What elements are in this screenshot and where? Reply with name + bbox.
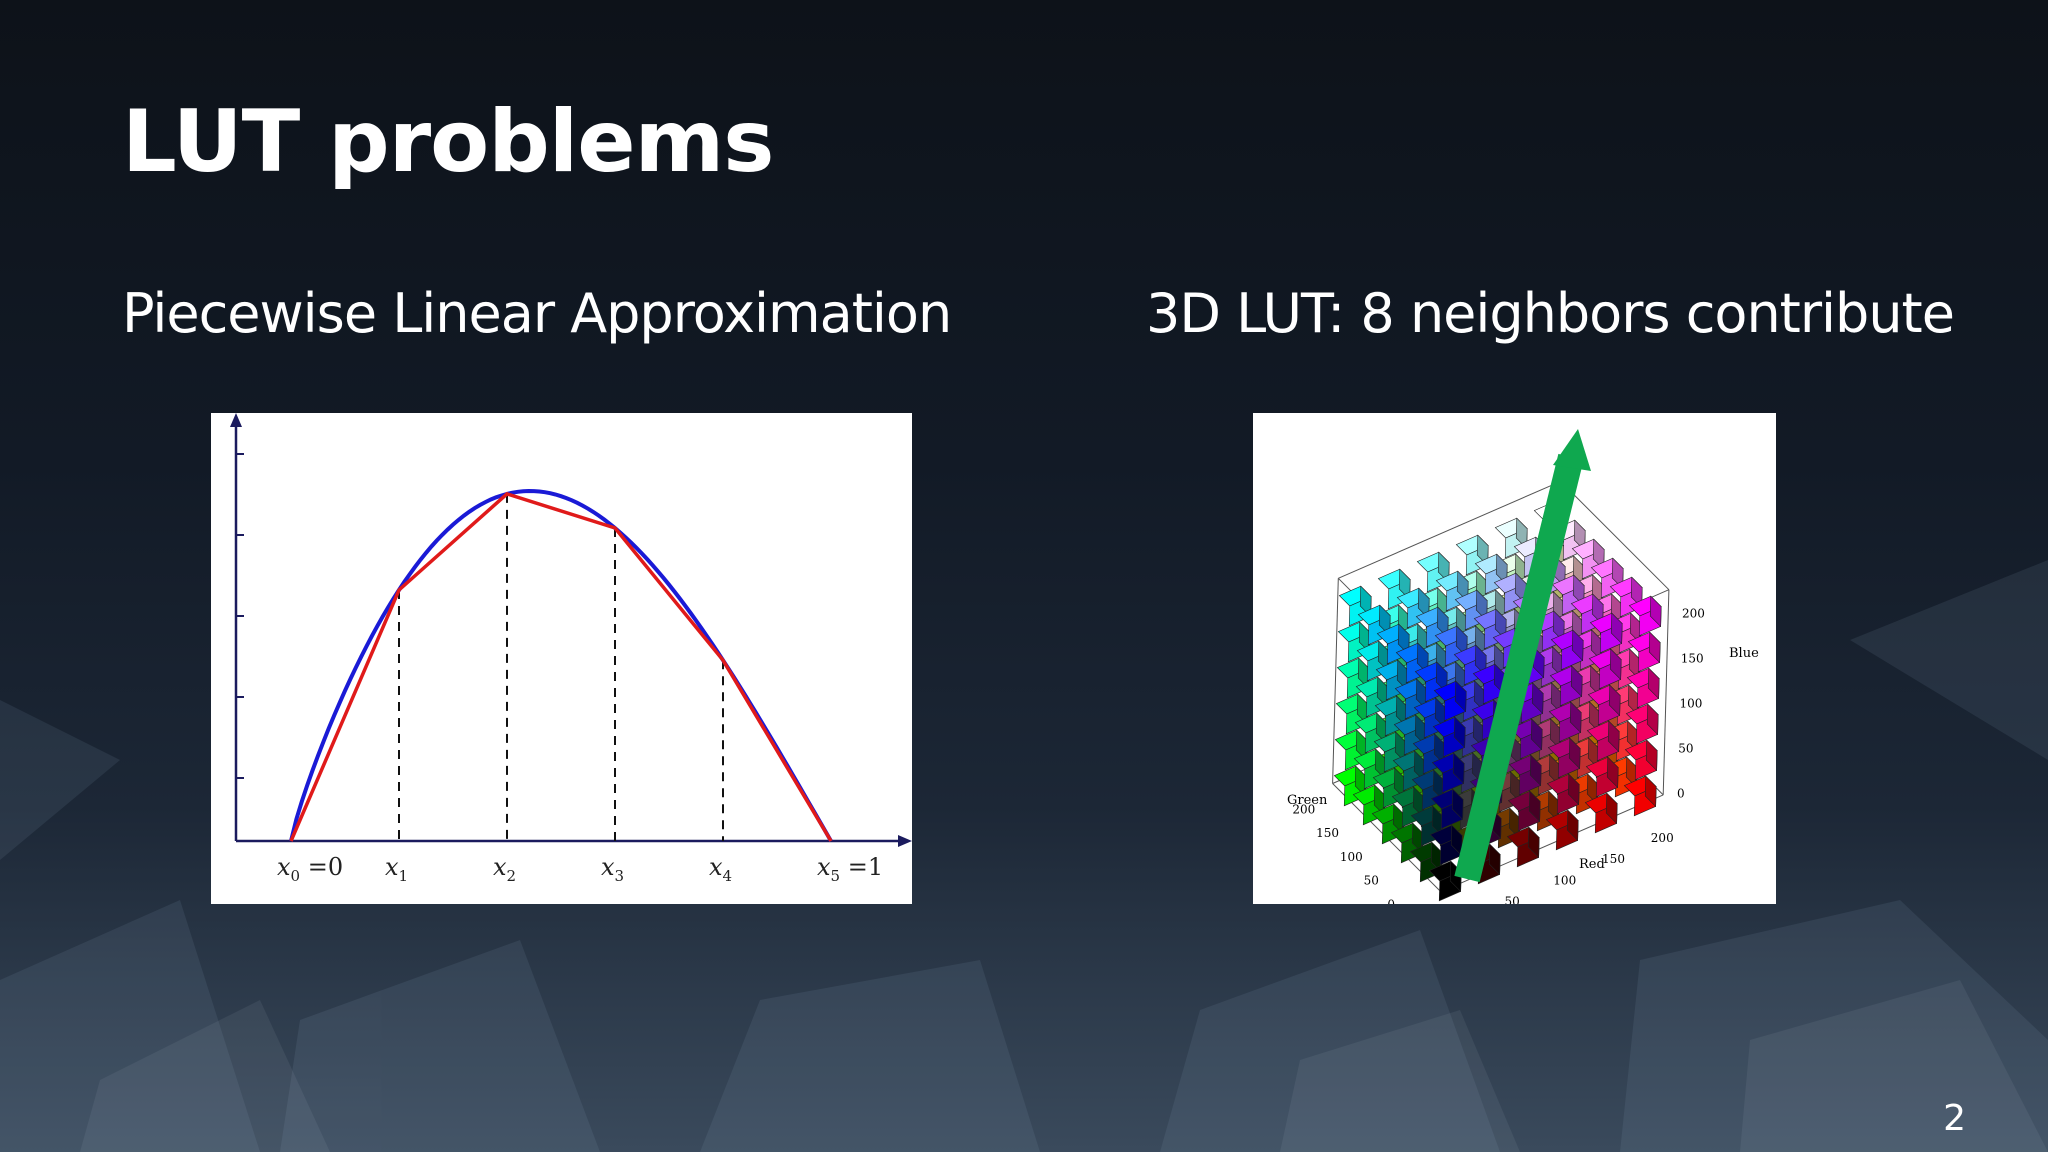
lut-cell bbox=[1508, 754, 1542, 796]
lut-cell bbox=[1587, 684, 1621, 726]
breakpoint-guides bbox=[398, 493, 724, 841]
lut-cell bbox=[1549, 665, 1583, 707]
green-tick-label: 100 bbox=[1340, 850, 1363, 864]
lut-cell bbox=[1623, 775, 1657, 817]
lut-cell bbox=[1394, 678, 1428, 720]
red-tick-label: 100 bbox=[1553, 873, 1576, 887]
cube-edge bbox=[1332, 578, 1339, 784]
lut-cell bbox=[1625, 703, 1659, 745]
green-tick-label: 0 bbox=[1387, 897, 1395, 904]
lut-cell bbox=[1433, 680, 1467, 722]
lut-cell bbox=[1352, 784, 1386, 826]
lut-cell bbox=[1374, 695, 1408, 737]
y-axis-arrow-icon bbox=[230, 413, 242, 427]
rgb-lut-cube: Blue Green Red 0501001502000501001502000… bbox=[1287, 429, 1759, 930]
x-tick-label-3: x3 bbox=[601, 853, 624, 885]
right-subtitle: 3D LUT: 8 neighbors contribute bbox=[1146, 282, 1955, 345]
green-axis-label: Green bbox=[1287, 793, 1328, 808]
lut-cell bbox=[1548, 701, 1582, 743]
cube-edge bbox=[1560, 481, 1670, 591]
lut-cell bbox=[1550, 629, 1584, 671]
cube-edge bbox=[1662, 589, 1670, 795]
blue-tick-label: 50 bbox=[1678, 741, 1693, 755]
x-tick-label-4: x4 bbox=[709, 853, 732, 885]
cube-edge bbox=[1338, 480, 1561, 579]
arrow-shaft bbox=[1454, 453, 1584, 883]
lut-cell bbox=[1377, 568, 1411, 610]
x-axis-arrow-icon bbox=[898, 835, 912, 847]
lut-cell bbox=[1588, 648, 1622, 690]
blue-tick-label: 200 bbox=[1682, 606, 1705, 620]
lut-cell bbox=[1509, 718, 1543, 760]
lut-cell bbox=[1454, 589, 1488, 631]
true-curve bbox=[289, 488, 833, 842]
lut-cell bbox=[1584, 792, 1618, 834]
lut-cell bbox=[1545, 809, 1579, 851]
green-tick-label: 50 bbox=[1364, 874, 1379, 888]
arrow-head-icon bbox=[1553, 429, 1591, 471]
lut-cell bbox=[1589, 612, 1623, 654]
lut-cell bbox=[1395, 642, 1429, 684]
lut-cell bbox=[1432, 716, 1466, 758]
lut-cell bbox=[1507, 790, 1541, 832]
piecewise-linear-figure: x0 =0 x1 x2 x3 x4 x5 =1 bbox=[211, 413, 912, 904]
red-tick-label: 150 bbox=[1602, 852, 1625, 866]
lut-cell bbox=[1626, 667, 1660, 709]
blue-axis-label: Blue bbox=[1729, 646, 1759, 661]
lut-cell bbox=[1570, 593, 1604, 635]
lut-cell bbox=[1430, 788, 1464, 830]
x-tick-label-2: x2 bbox=[493, 853, 516, 885]
lut-cell bbox=[1628, 595, 1662, 637]
blue-tick-label: 0 bbox=[1677, 786, 1685, 800]
green-tick-label: 200 bbox=[1292, 802, 1315, 816]
x-tick-label-1: x1 bbox=[385, 853, 408, 885]
color-cube-figure: Blue Green Red 0501001502000501001502000… bbox=[1253, 413, 1776, 930]
blue-tick-label: 100 bbox=[1680, 696, 1703, 710]
lut-cell bbox=[1585, 756, 1619, 798]
y-axis-ticks bbox=[236, 453, 244, 779]
slide-title: LUT problems bbox=[122, 92, 774, 192]
lut-cell bbox=[1396, 587, 1430, 629]
lut-cell bbox=[1547, 737, 1581, 779]
lut-cell bbox=[1627, 631, 1661, 673]
red-axis-label: Red bbox=[1579, 857, 1605, 872]
x-tick-labels: x0 =0 x1 x2 x3 x4 x5 =1 bbox=[277, 853, 883, 885]
lut-cell bbox=[1506, 826, 1540, 868]
lut-cell bbox=[1428, 860, 1462, 902]
red-tick-label: 50 bbox=[1505, 895, 1520, 904]
page-number: 2 bbox=[1943, 1098, 1966, 1139]
red-tick-label: 200 bbox=[1651, 831, 1674, 845]
lut-cell bbox=[1624, 739, 1658, 781]
lut-cell bbox=[1429, 824, 1463, 866]
x-tick-label-0: x0 =0 bbox=[277, 853, 343, 885]
lut-cell bbox=[1431, 752, 1465, 794]
left-subtitle: Piecewise Linear Approximation bbox=[122, 282, 952, 345]
lut-cell bbox=[1546, 773, 1580, 815]
diagonal-arrow bbox=[1454, 429, 1591, 883]
piecewise-linear-plot: x0 =0 x1 x2 x3 x4 x5 =1 bbox=[230, 413, 912, 885]
blue-tick-label: 150 bbox=[1681, 651, 1704, 665]
linear-approximation bbox=[289, 491, 833, 842]
green-tick-label: 150 bbox=[1316, 826, 1339, 840]
x-tick-label-5: x5 =1 bbox=[817, 853, 883, 885]
lut-cell bbox=[1586, 720, 1620, 762]
